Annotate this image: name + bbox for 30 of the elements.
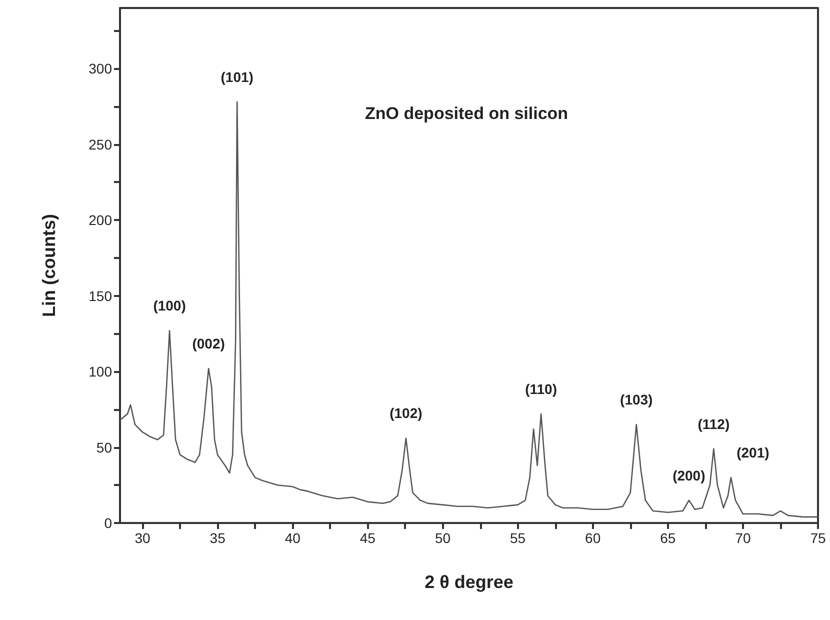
annotation: (101) — [220, 68, 254, 85]
annotation: (112) — [698, 416, 730, 432]
y-tick-label: 200 — [88, 212, 112, 228]
y-axis-title: Lin (counts) — [39, 214, 59, 317]
annotation: (103) — [620, 392, 653, 408]
y-tick-label: 300 — [88, 60, 112, 77]
x-tick-label: 60 — [585, 530, 601, 546]
x-tick-label: 70 — [735, 530, 751, 546]
x-tick-label: 45 — [360, 530, 376, 546]
x-tick-label: 35 — [210, 530, 226, 546]
y-tick-label: 250 — [88, 136, 112, 152]
x-axis-title: 2 θ degree — [424, 572, 514, 592]
y-tick-label: 100 — [88, 364, 112, 380]
annotation: (201) — [736, 444, 770, 461]
annotation: (200) — [672, 467, 706, 484]
x-tick-label: 75 — [810, 530, 826, 546]
annotation: (100) — [153, 298, 186, 314]
annotation: (110) — [525, 380, 558, 397]
x-tick-label: 65 — [660, 530, 676, 546]
y-tick-label: 50 — [96, 439, 112, 456]
x-tick-label: 40 — [284, 530, 301, 546]
text: ZnO deposited on silicon — [365, 104, 568, 123]
y-tick-label: 150 — [88, 288, 112, 304]
y-tick-label: 0 — [104, 515, 112, 531]
x-tick-label: 30 — [134, 530, 151, 546]
annotation: (102) — [390, 405, 422, 422]
line-series — [119, 101, 819, 518]
x-tick-label: 50 — [434, 530, 451, 546]
x-tick-label: 55 — [510, 530, 526, 546]
annotation: (002) — [192, 336, 225, 352]
